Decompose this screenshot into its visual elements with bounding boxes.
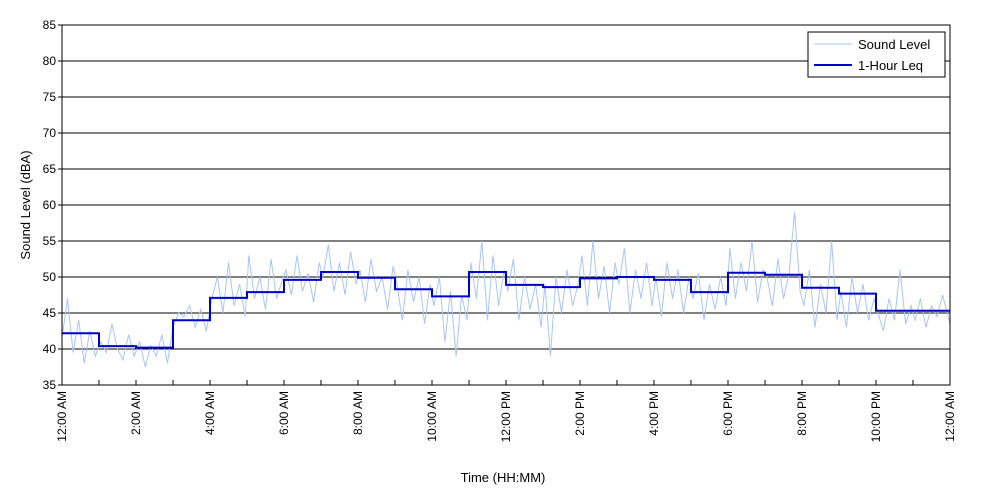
x-axis-label: Time (HH:MM)	[461, 470, 546, 485]
x-tick-label-16: 4:00 PM	[647, 391, 661, 436]
x-tick-label-18: 6:00 PM	[721, 391, 735, 436]
series-1-hour-leq-step-line	[62, 271, 950, 349]
y-tick-label-40: 40	[43, 342, 57, 356]
x-tick-label-2: 2:00 AM	[129, 391, 143, 435]
y-tick-label-75: 75	[43, 90, 57, 104]
x-tick-label-6: 6:00 AM	[277, 391, 291, 435]
legend: Sound Level 1-Hour Leq	[807, 31, 946, 78]
x-tick-label-12: 12:00 PM	[499, 391, 513, 442]
x-tick-label-4: 4:00 AM	[203, 391, 217, 435]
y-tick-label-35: 35	[43, 378, 57, 392]
y-axis-label: Sound Level (dBA)	[18, 150, 33, 259]
y-tick-label-80: 80	[43, 54, 57, 68]
x-tick-label-0: 12:00 AM	[55, 391, 69, 442]
x-tick-label-22: 10:00 PM	[869, 391, 883, 442]
y-tick-layer: 35 40 45 50 55 60 65 70 75 80 85	[43, 18, 62, 392]
legend-label-1-hour-leq: 1-Hour Leq	[858, 58, 923, 73]
y-tick-label-70: 70	[43, 126, 57, 140]
x-tick-label-8: 8:00 AM	[351, 391, 365, 435]
series-sound-level-line	[61, 212, 951, 368]
data-layer	[61, 212, 951, 368]
y-tick-label-55: 55	[43, 234, 57, 248]
legend-label-sound-level: Sound Level	[858, 37, 930, 52]
x-tick-label-24: 12:00 AM	[943, 391, 957, 442]
x-tick-label-10: 10:00 AM	[425, 391, 439, 442]
x-tick-label-14: 2:00 PM	[573, 391, 587, 436]
y-tick-label-65: 65	[43, 162, 57, 176]
y-tick-label-85: 85	[43, 18, 57, 32]
legend-box	[807, 31, 946, 78]
x-tick-label-20: 8:00 PM	[795, 391, 809, 436]
y-tick-label-45: 45	[43, 306, 57, 320]
x-tick-layer: 12:00 AM 2:00 AM 4:00 AM 6:00 AM 8:00 AM 10:0…	[55, 380, 957, 442]
y-tick-label-50: 50	[43, 270, 57, 284]
y-tick-label-60: 60	[43, 198, 57, 212]
